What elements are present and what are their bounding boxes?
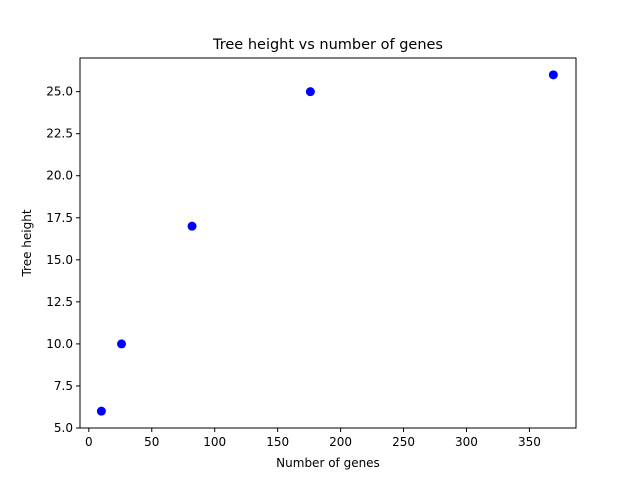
data-point xyxy=(187,221,197,231)
data-points xyxy=(96,70,558,416)
y-axis-label: Tree height xyxy=(20,209,34,277)
y-tick-label: 20.0 xyxy=(46,169,73,183)
y-tick-label: 5.0 xyxy=(54,421,73,435)
y-tick-label: 25.0 xyxy=(46,85,73,99)
y-tick-label: 17.5 xyxy=(46,211,73,225)
data-point xyxy=(117,339,127,349)
y-tick-label: 15.0 xyxy=(46,253,73,267)
plot-frame xyxy=(79,57,577,429)
x-tick-label: 300 xyxy=(455,435,478,449)
x-tick-label: 250 xyxy=(392,435,415,449)
x-tick-label: 100 xyxy=(203,435,226,449)
x-tick-label: 50 xyxy=(144,435,159,449)
x-tick-label: 350 xyxy=(518,435,541,449)
y-tick-label: 12.5 xyxy=(46,295,73,309)
y-tick-label: 22.5 xyxy=(46,127,73,141)
data-point xyxy=(548,70,558,80)
x-tick-label: 0 xyxy=(85,435,93,449)
x-axis-ticks: 0 50 100 150 200 250 300 350 xyxy=(85,428,541,449)
y-tick-label: 7.5 xyxy=(54,379,73,393)
x-tick-label: 200 xyxy=(329,435,352,449)
data-point xyxy=(305,87,315,97)
data-point xyxy=(96,406,106,416)
y-tick-label: 10.0 xyxy=(46,337,73,351)
x-tick-label: 150 xyxy=(266,435,289,449)
x-axis-label: Number of genes xyxy=(276,456,380,470)
chart-title: Tree height vs number of genes xyxy=(212,37,443,53)
y-axis-ticks: 5.0 7.5 10.0 12.5 15.0 17.5 20.0 22.5 25.0 xyxy=(46,85,80,435)
